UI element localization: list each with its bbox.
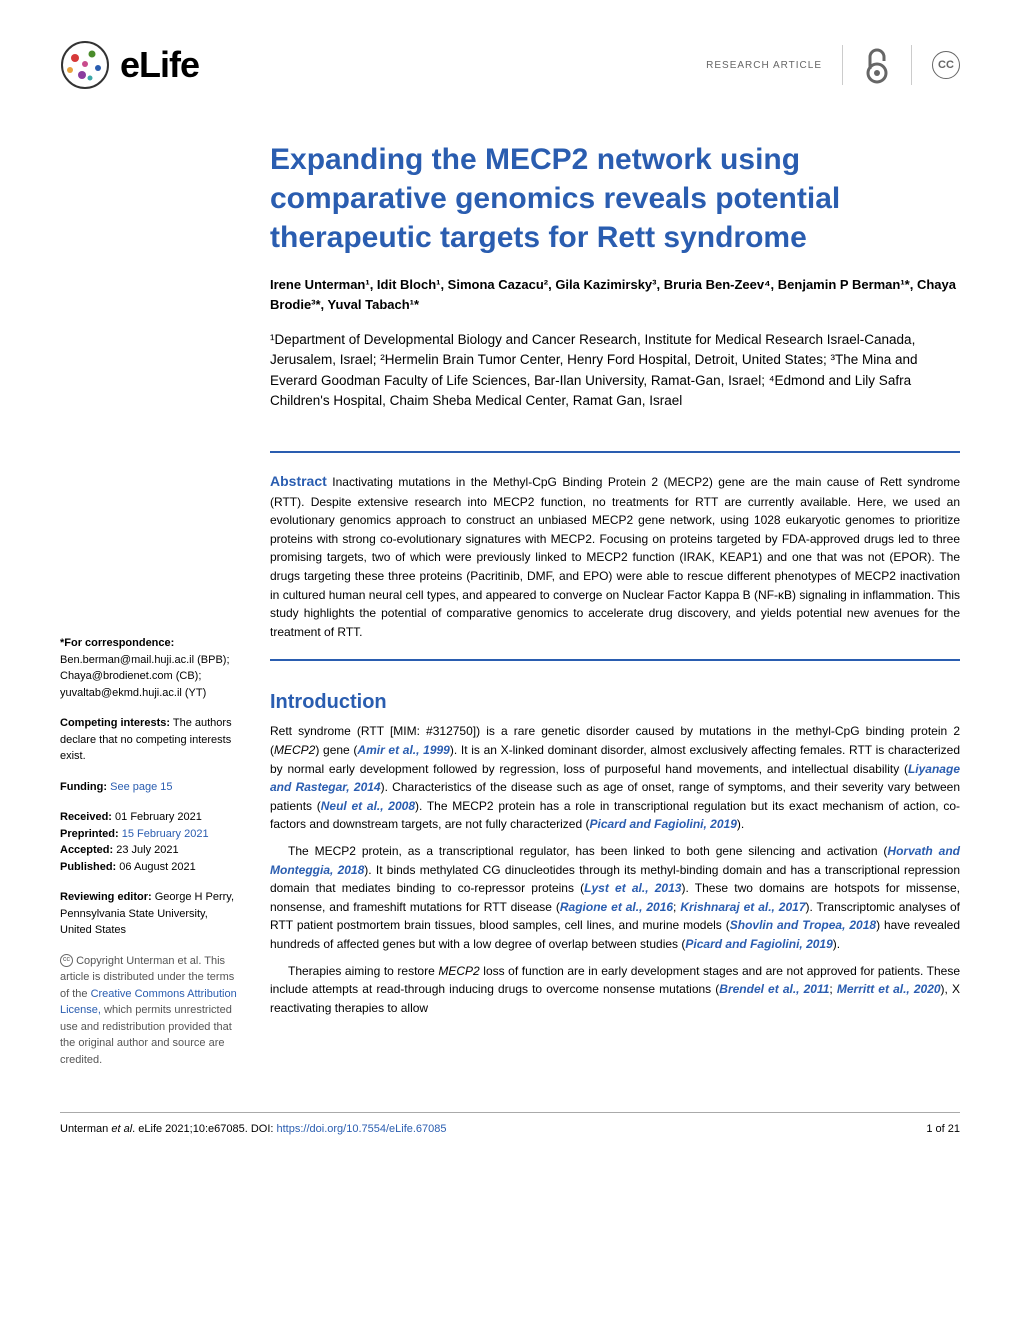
- funding-label: Funding:: [60, 781, 107, 793]
- accepted-label: Accepted:: [60, 844, 113, 856]
- preprinted-date[interactable]: 15 February 2021: [122, 828, 209, 840]
- cc-license-icon: CC: [932, 51, 960, 79]
- intro-paragraph-1: Rett syndrome (RTT [MIM: #312750]) is a …: [270, 722, 960, 834]
- dates-block: Received: 01 February 2021 Preprinted: 1…: [60, 809, 240, 875]
- citation-link[interactable]: Shovlin and Tropea, 2018: [730, 918, 876, 932]
- citation-link[interactable]: Merritt et al., 2020: [837, 982, 941, 996]
- page-header: eLife RESEARCH ARTICLE CC: [60, 40, 960, 90]
- citation-link[interactable]: Picard and Fagiolini, 2019: [685, 937, 832, 951]
- published-date: 06 August 2021: [119, 861, 195, 873]
- header-meta: RESEARCH ARTICLE CC: [706, 45, 960, 85]
- article-body: Expanding the MECP2 network using compar…: [270, 140, 960, 1082]
- copyright-block: cc Copyright Unterman et al. This articl…: [60, 953, 240, 1069]
- open-access-icon: [863, 45, 891, 85]
- intro-paragraph-3: Therapies aiming to restore MECP2 loss o…: [270, 962, 960, 1018]
- citation-link[interactable]: Krishnaraj et al., 2017: [680, 900, 805, 914]
- funding-block: Funding: See page 15: [60, 779, 240, 796]
- journal-name: eLife: [120, 44, 199, 86]
- citation-link[interactable]: Ragione et al., 2016: [560, 900, 673, 914]
- abstract-label: Abstract: [270, 473, 327, 489]
- competing-label: Competing interests:: [60, 717, 170, 729]
- citation-link[interactable]: Amir et al., 1999: [357, 743, 449, 757]
- received-label: Received:: [60, 811, 112, 823]
- article-title: Expanding the MECP2 network using compar…: [270, 140, 960, 257]
- elife-logo-icon: [60, 40, 110, 90]
- page-number: 1 of 21: [926, 1123, 960, 1135]
- citation-link[interactable]: Neul et al., 2008: [321, 799, 415, 813]
- header-divider: [911, 45, 912, 85]
- citation-link[interactable]: Picard and Fagiolini, 2019: [589, 817, 736, 831]
- page-footer: Unterman et al. eLife 2021;10:e67085. DO…: [60, 1112, 960, 1135]
- intro-paragraph-2: The MECP2 protein, as a transcriptional …: [270, 842, 960, 954]
- affiliations: ¹Department of Developmental Biology and…: [270, 330, 960, 411]
- author-list: Irene Unterman¹, Idit Bloch¹, Simona Caz…: [270, 275, 960, 314]
- editor-label: Reviewing editor:: [60, 891, 152, 903]
- preprinted-label: Preprinted:: [60, 828, 119, 840]
- correspondence-email: Ben.berman@mail.huji.ac.il (BPB);: [60, 652, 240, 669]
- received-date: 01 February 2021: [115, 811, 202, 823]
- correspondence-email: Chaya@brodienet.com (CB);: [60, 668, 240, 685]
- correspondence-block: *For correspondence: Ben.berman@mail.huj…: [60, 635, 240, 701]
- abstract-section: Abstract Inactivating mutations in the M…: [270, 451, 960, 661]
- correspondence-label: *For correspondence:: [60, 635, 240, 652]
- doi-link[interactable]: https://doi.org/10.7554/eLife.67085: [277, 1123, 447, 1135]
- competing-interests-block: Competing interests: The authors declare…: [60, 715, 240, 765]
- published-label: Published:: [60, 861, 116, 873]
- cc-inline-icon: cc: [60, 954, 73, 967]
- footer-citation: Unterman et al. eLife 2021;10:e67085. DO…: [60, 1123, 447, 1135]
- citation-link[interactable]: Lyst et al., 2013: [584, 881, 681, 895]
- journal-logo: eLife: [60, 40, 199, 90]
- reviewing-editor-block: Reviewing editor: George H Perry, Pennsy…: [60, 889, 240, 939]
- accepted-date: 23 July 2021: [116, 844, 178, 856]
- header-divider: [842, 45, 843, 85]
- main-content-area: *For correspondence: Ben.berman@mail.huj…: [60, 140, 960, 1082]
- introduction-heading: Introduction: [270, 691, 960, 714]
- citation-link[interactable]: Brendel et al., 2011: [719, 982, 829, 996]
- funding-link[interactable]: See page 15: [110, 781, 172, 793]
- abstract-text: Inactivating mutations in the Methyl-CpG…: [270, 475, 960, 639]
- article-type-label: RESEARCH ARTICLE: [706, 60, 822, 71]
- correspondence-email: yuvaltab@ekmd.huji.ac.il (YT): [60, 685, 240, 702]
- sidebar: *For correspondence: Ben.berman@mail.huj…: [60, 140, 240, 1082]
